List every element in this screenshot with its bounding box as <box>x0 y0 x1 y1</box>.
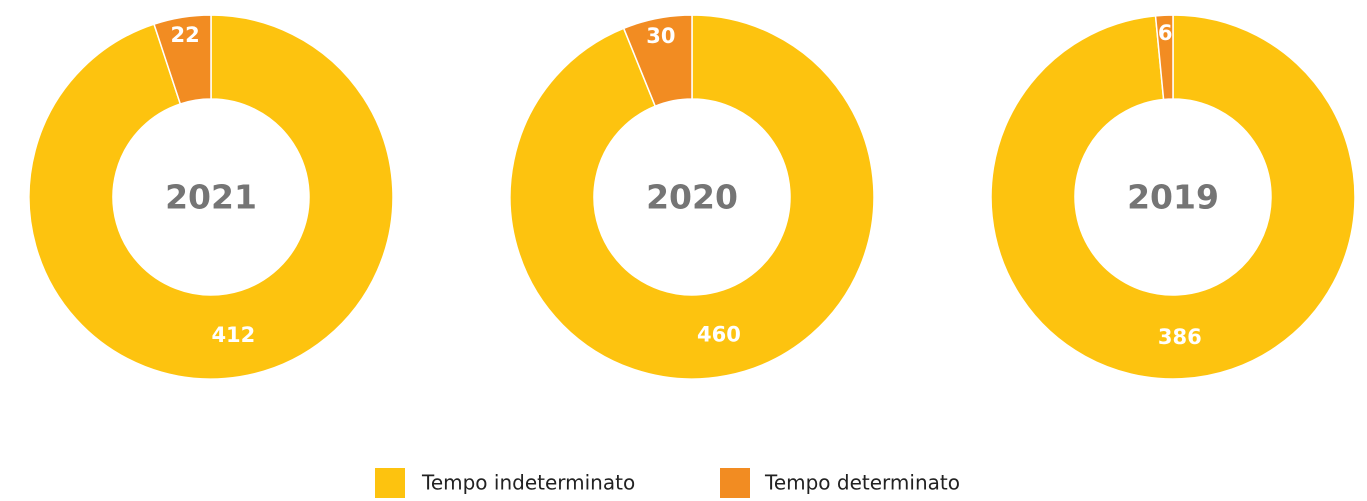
value-label: 386 <box>1158 325 1202 349</box>
slice <box>1154 14 1174 101</box>
slice <box>990 14 1356 380</box>
legend-label: Tempo indeterminato <box>421 471 635 495</box>
slice <box>28 14 394 380</box>
slice <box>509 14 875 380</box>
value-label: 22 <box>171 23 200 47</box>
value-label: 6 <box>1158 21 1173 45</box>
legend-swatch <box>375 468 405 498</box>
center-title: 2021 <box>165 178 257 217</box>
value-label: 412 <box>211 323 255 347</box>
value-label: 460 <box>697 322 741 346</box>
center-title: 2019 <box>1127 178 1219 217</box>
slice <box>153 14 212 105</box>
slice <box>622 14 693 108</box>
center-title: 2020 <box>646 178 738 217</box>
legend-swatch <box>720 468 750 498</box>
value-label: 30 <box>646 24 675 48</box>
legend-label: Tempo determinato <box>764 471 960 495</box>
